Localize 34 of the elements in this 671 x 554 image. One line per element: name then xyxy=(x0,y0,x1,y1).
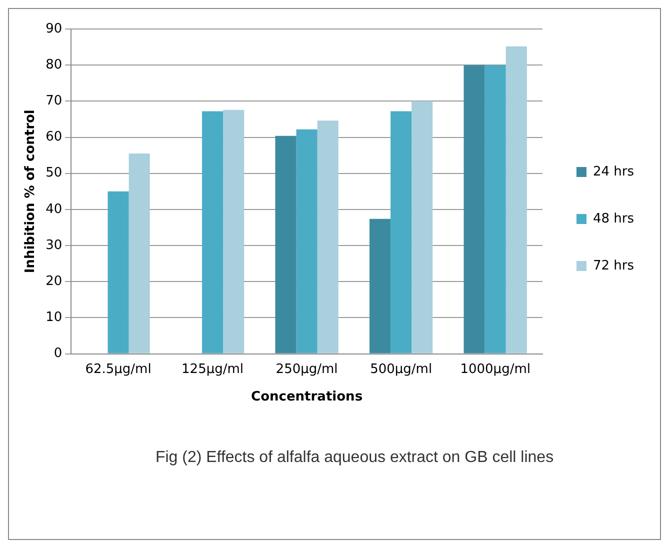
bar xyxy=(506,46,527,354)
legend-label: 48 hrs xyxy=(592,211,634,226)
y-tick-label: 60 xyxy=(46,130,62,145)
bar xyxy=(464,65,485,354)
bar xyxy=(317,120,338,354)
bar xyxy=(108,191,129,354)
bar xyxy=(296,129,318,354)
bar xyxy=(275,136,296,354)
y-tick-label: 70 xyxy=(46,94,62,109)
bar xyxy=(223,110,244,354)
y-tick-label: 0 xyxy=(54,346,62,362)
x-tick-label: 500µg/ml xyxy=(370,362,432,377)
legend-label: 24 hrs xyxy=(592,164,634,180)
text: Fig (2) Effects of alfalfa aqueous extract on GB cell lines xyxy=(154,449,555,467)
x-tick-label: 250µg/ml xyxy=(276,362,338,377)
bar xyxy=(202,111,224,354)
x-tick-label: 62.5µg/ml xyxy=(85,362,152,377)
bar xyxy=(390,111,412,354)
x-axis-title: Concentrations xyxy=(251,390,363,405)
y-tick-label: 30 xyxy=(46,238,62,253)
y-axis-title: Inhibition % of control xyxy=(23,110,38,274)
x-tick-label: 1000µg/ml xyxy=(460,362,530,377)
x-tick-label: 125µg/ml xyxy=(182,362,244,377)
y-tick-label: 20 xyxy=(46,274,62,289)
y-tick-label: 90 xyxy=(46,21,62,36)
y-tick-label: 50 xyxy=(46,166,62,181)
bar xyxy=(369,218,391,354)
bar xyxy=(128,154,150,354)
y-tick-label: 80 xyxy=(46,57,62,72)
y-tick-label: 10 xyxy=(46,310,62,326)
bar xyxy=(484,65,506,354)
y-tick-label: 40 xyxy=(46,202,62,217)
legend-label: 72 hrs xyxy=(592,258,634,274)
bar xyxy=(412,101,433,354)
